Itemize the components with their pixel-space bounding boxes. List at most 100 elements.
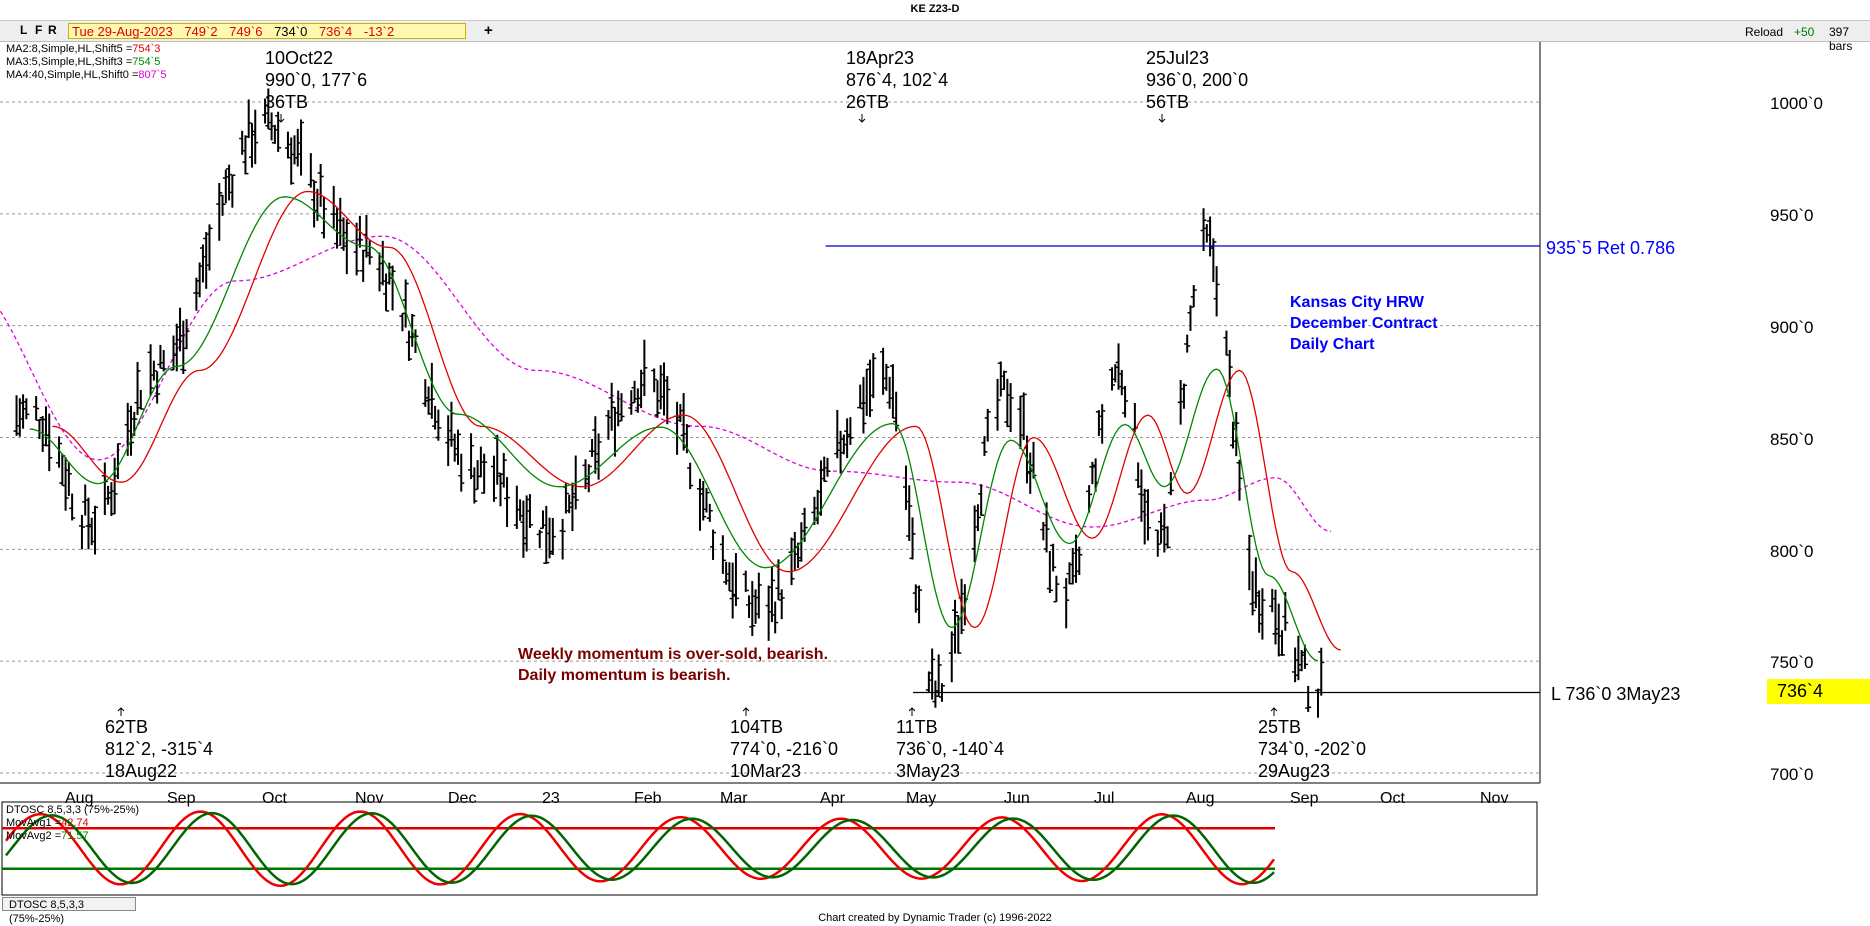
price-bar-114: [536, 529, 543, 549]
ma4-legend: MA4:40,Simple,HL,Shift0 =807`5: [6, 69, 167, 81]
ma-fast-line: [52, 190, 1342, 651]
price-bar-250: [1158, 512, 1165, 544]
price-bar-217: [1004, 378, 1011, 428]
price-bar-92: [432, 405, 439, 430]
price-bar-247: [1141, 488, 1148, 545]
ma2-legend: MA2:8,Simple,HL,Shift5 =754`3: [6, 43, 161, 55]
ma2-red-path: [52, 190, 1342, 651]
price-bar-252: [1164, 526, 1171, 549]
oscillator-frame: [1, 801, 1538, 896]
price-bar-280: [1295, 635, 1302, 681]
price-bar-119: [559, 518, 566, 560]
x-tick-jul: Jul: [1094, 790, 1115, 807]
y-tick-800: 800`0: [1770, 542, 1814, 561]
x-tick-aug22: Aug: [65, 790, 94, 807]
price-bar-168: [778, 589, 785, 620]
price-bar-142: [661, 362, 667, 416]
price-bar-183: [847, 417, 854, 445]
price-bar-218: [1007, 383, 1014, 432]
x-tick-may: May: [906, 790, 937, 807]
price-bar-12: [65, 461, 72, 497]
price-bar-158: [732, 553, 739, 607]
price-bar-263: [1213, 266, 1220, 317]
price-bar-100: [471, 467, 478, 504]
price-bar-41: [199, 244, 206, 283]
price-bar-11: [62, 457, 69, 511]
reload-button[interactable]: Reload: [1745, 25, 1784, 39]
price-bar-191: [886, 376, 893, 409]
price-bar-285: [1318, 647, 1325, 696]
price-bar-97: [454, 429, 461, 465]
oscillator-tab[interactable]: DTOSC 8,5,3,3 (75%-25%): [2, 897, 136, 925]
price-bar-166: [772, 601, 779, 634]
arrow-high-apr23: [858, 114, 866, 123]
x-tick-nov23: Nov: [1480, 790, 1509, 807]
price-bar-34: [170, 335, 177, 371]
price-bar-270: [1249, 571, 1256, 616]
price-bar-23: [114, 443, 121, 480]
toolbar-button-f[interactable]: F: [35, 23, 43, 37]
price-bar-84: [399, 312, 406, 332]
price-bar-128: [595, 433, 602, 480]
x-tick-oct23: Oct: [1380, 790, 1405, 807]
price-bar-240: [1112, 364, 1119, 383]
price-bar-185: [860, 376, 867, 434]
price-bar-58: [275, 111, 282, 152]
price-bar-275: [1272, 589, 1279, 645]
price-bar-269: [1246, 534, 1253, 591]
arrow-high-oct22: [277, 114, 285, 123]
price-bar-105: [494, 434, 501, 485]
add-plus-button[interactable]: +: [484, 22, 493, 39]
price-bar-89: [422, 379, 429, 407]
price-bar-228: [1053, 575, 1060, 603]
price-bar-30: [150, 360, 157, 381]
x-tick-feb: Feb: [634, 790, 662, 807]
price-bar-81: [383, 273, 390, 312]
price-bar-36: [177, 307, 184, 352]
price-bar-16: [85, 497, 92, 550]
price-bar-192: [889, 364, 896, 419]
price-bar-283: [1305, 685, 1312, 712]
price-bar-94: [445, 415, 452, 467]
toolbar-button-l[interactable]: L: [20, 23, 28, 37]
y-tick-700: 700`0: [1770, 765, 1814, 784]
price-bar-261: [1207, 216, 1214, 257]
quote-box: Tue 29-Aug-2023 749`2 749`6 734`0 736`4 …: [68, 23, 466, 39]
price-bar-21: [108, 482, 115, 516]
y-tick-1000: 1000`0: [1770, 94, 1823, 113]
osc-movavg2-line: [5, 811, 1275, 886]
price-bar-115: [540, 510, 547, 530]
price-bar-76: [360, 249, 367, 282]
price-bars: [13, 88, 1325, 718]
x-tick-dec: Dec: [448, 790, 477, 807]
arrow-high-jul23: [1158, 114, 1166, 123]
price-bar-196: [909, 517, 916, 560]
price-bar-90: [425, 386, 432, 415]
swing-low-aug22: 62TB 812`2, -315`4 18Aug22: [105, 717, 214, 781]
price-bar-118: [549, 517, 556, 555]
price-bar-276: [1275, 603, 1282, 657]
price-bar-31: [154, 371, 161, 404]
price-bar-194: [902, 465, 909, 510]
price-bar-38: [183, 319, 190, 350]
price-bar-73: [343, 219, 350, 275]
reload-step[interactable]: +50: [1794, 25, 1815, 39]
toolbar-button-r[interactable]: R: [48, 23, 57, 37]
price-bar-33: [160, 350, 167, 372]
price-bar-272: [1256, 590, 1263, 633]
footer-credit: Chart created by Dynamic Trader (c) 1996…: [818, 912, 1052, 924]
ma3-legend: MA3:5,Simple,HL,Shift3 =754`5: [6, 56, 161, 68]
y-tick-750: 750`0: [1770, 653, 1814, 672]
price-bar-229: [1063, 578, 1070, 629]
price-bar-130: [608, 382, 615, 431]
price-bar-63: [298, 119, 305, 176]
price-bar-17: [88, 517, 95, 546]
price-bar-156: [726, 562, 733, 592]
price-bar-57: [271, 124, 278, 144]
price-bar-239: [1108, 367, 1115, 391]
price-bar-281: [1298, 650, 1305, 672]
price-bar-15: [82, 484, 89, 516]
price-bar-220: [1020, 392, 1027, 441]
price-bar-39: [193, 277, 200, 311]
price-bar-197: [912, 584, 919, 613]
